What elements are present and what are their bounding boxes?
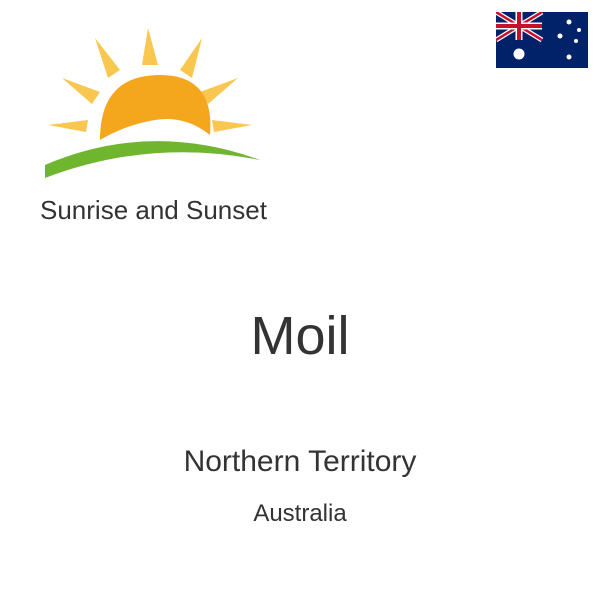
country-name: Australia: [0, 500, 600, 528]
region-name: Northern Territory: [0, 445, 600, 479]
australia-flag-icon: [496, 12, 588, 68]
sun-icon: [30, 20, 270, 190]
city-name: Moil: [0, 305, 600, 367]
sunrise-logo: [30, 20, 270, 190]
tagline-text: Sunrise and Sunset: [40, 195, 267, 226]
